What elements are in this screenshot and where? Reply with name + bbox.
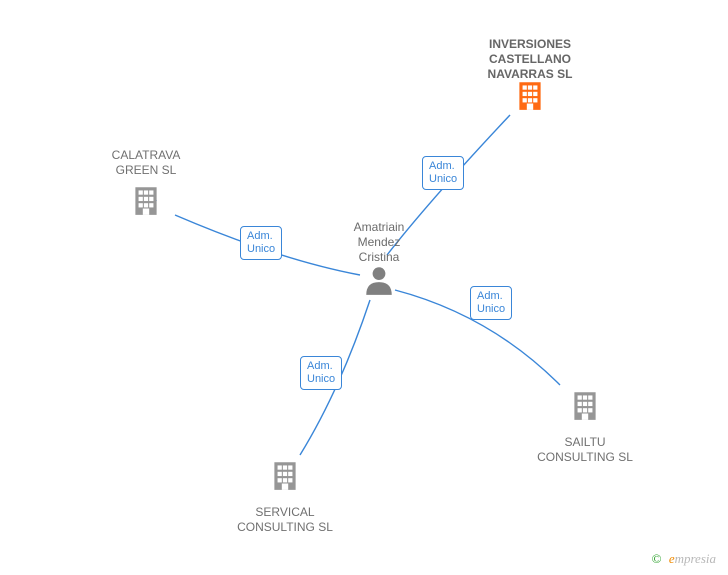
edge-label: Adm. Unico bbox=[422, 156, 464, 190]
watermark: © empresia bbox=[652, 551, 716, 567]
company-building-icon bbox=[268, 458, 302, 492]
company-label: INVERSIONES CASTELLANO NAVARRAS SL bbox=[450, 37, 610, 82]
copyright-symbol: © bbox=[652, 551, 662, 566]
company-building-icon bbox=[513, 78, 547, 112]
center-person-icon bbox=[362, 263, 396, 297]
company-building-icon bbox=[129, 183, 163, 217]
company-label: CALATRAVA GREEN SL bbox=[66, 148, 226, 178]
diagram-canvas: Adm. Unico Adm. Unico Adm. Unico Adm. Unico… bbox=[0, 0, 728, 575]
company-label: SERVICAL CONSULTING SL bbox=[205, 505, 365, 535]
edge-label: Adm. Unico bbox=[300, 356, 342, 390]
brand-rest: mpresia bbox=[675, 551, 716, 566]
company-building-icon bbox=[568, 388, 602, 422]
center-person-label: Amatriain Mendez Cristina bbox=[319, 220, 439, 265]
edge-label: Adm. Unico bbox=[470, 286, 512, 320]
edge-label: Adm. Unico bbox=[240, 226, 282, 260]
company-label: SAILTU CONSULTING SL bbox=[505, 435, 665, 465]
